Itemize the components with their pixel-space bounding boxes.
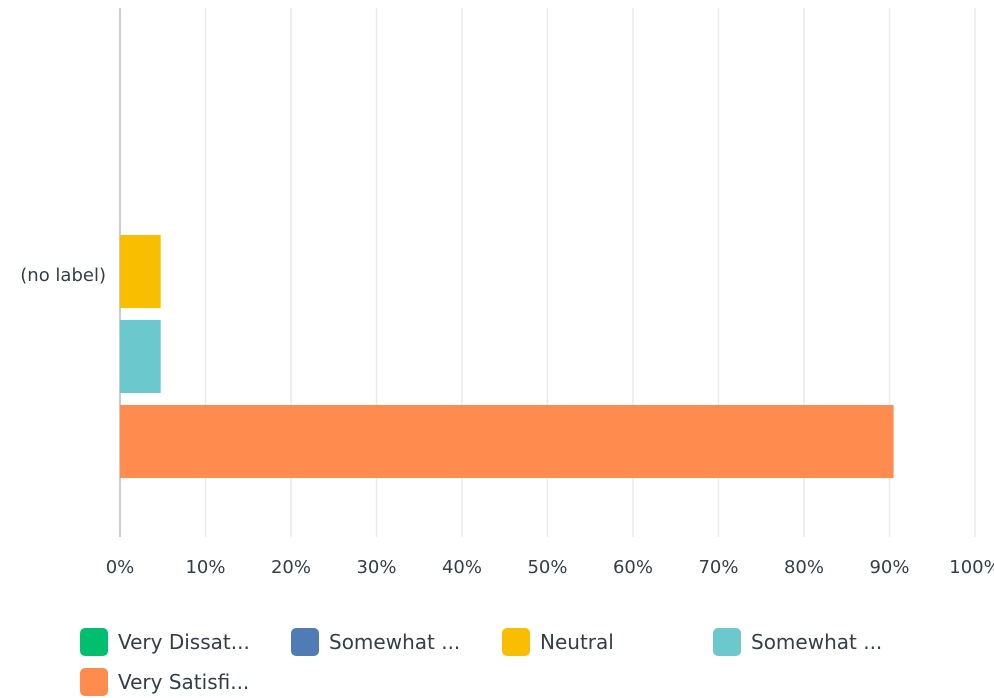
x-tick-label: 60% <box>613 557 653 578</box>
x-tick-label: 10% <box>185 557 225 578</box>
legend-label: Neutral <box>540 630 614 654</box>
legend-item[interactable]: Very Dissat... <box>80 626 250 658</box>
x-tick-label: 80% <box>784 557 824 578</box>
legend-swatch <box>80 668 108 696</box>
legend-swatch <box>713 628 741 656</box>
legend-swatch <box>291 628 319 656</box>
bars <box>120 235 894 478</box>
x-tick-label: 40% <box>442 557 482 578</box>
x-tick-labels: 0% 10% 20% 30% 40% 50% 60% 70% 80% 90% 100% <box>106 557 994 578</box>
x-tick-label: 30% <box>356 557 396 578</box>
category-label: (no label) <box>20 265 106 286</box>
legend-swatch <box>502 628 530 656</box>
legend-item[interactable]: Neutral <box>502 626 614 658</box>
legend-label: Very Satisfi... <box>118 670 250 694</box>
legend-item[interactable]: Somewhat ... <box>713 626 882 658</box>
legend-label: Somewhat ... <box>329 630 461 654</box>
legend-label: Somewhat ... <box>751 630 883 654</box>
x-tick-label: 20% <box>271 557 311 578</box>
bar[interactable] <box>120 405 894 478</box>
x-tick-label: 90% <box>869 557 909 578</box>
bar[interactable] <box>120 320 161 393</box>
legend-item[interactable]: Very Satisfi... <box>80 666 249 698</box>
x-tick-label: 70% <box>698 557 738 578</box>
category-labels: (no label) <box>20 265 106 286</box>
legend-item[interactable]: Somewhat ... <box>291 626 460 658</box>
x-tick-label: 50% <box>527 557 567 578</box>
bar[interactable] <box>120 235 161 308</box>
legend-swatch <box>80 628 108 656</box>
x-tick-label: 0% <box>106 557 135 578</box>
legend-label: Very Dissat... <box>118 630 250 654</box>
x-tick-label: 100% <box>949 557 994 578</box>
